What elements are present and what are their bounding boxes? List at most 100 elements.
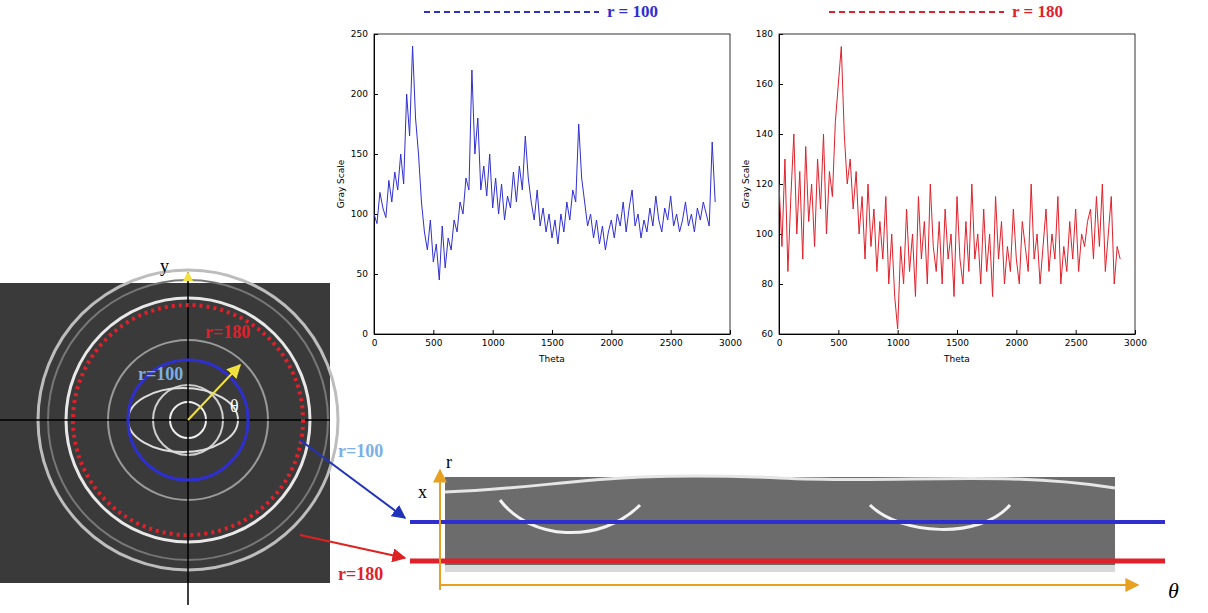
tick: 3000 <box>1124 330 1147 348</box>
tick-label: 80 <box>762 279 774 289</box>
tick-label: 150 <box>351 149 368 159</box>
tick: 1000 <box>887 330 910 348</box>
x-axis: 050010001500200025003000 <box>372 330 743 348</box>
legend-swatch <box>829 11 1004 13</box>
tick: 2500 <box>660 330 683 348</box>
tick-label: 180 <box>756 29 773 39</box>
y-axis-title: Gray Scale <box>336 159 346 208</box>
theta-label: θ <box>230 396 239 416</box>
tick-mark <box>552 330 553 334</box>
tick-mark <box>374 334 378 335</box>
axis-y <box>187 272 189 605</box>
tick-mark <box>374 34 378 35</box>
arrow-r180 <box>300 535 405 558</box>
tick-label: 3000 <box>1124 338 1147 348</box>
axis-x <box>0 419 330 421</box>
tick-label: 60 <box>762 329 774 339</box>
tick-label: 100 <box>351 209 368 219</box>
tick-label: 500 <box>830 338 847 348</box>
axis-line <box>375 334 731 335</box>
tick-mark <box>374 154 378 155</box>
tick: 120 <box>756 179 783 189</box>
tick-mark <box>779 334 783 335</box>
tick-mark <box>779 84 783 85</box>
figure: yθr=180r=100r=100r=180xrθ050010001500200… <box>0 0 1208 613</box>
axis-theta <box>440 584 1138 586</box>
tick-mark <box>433 330 434 334</box>
axis-label-x: x <box>418 482 427 502</box>
tick: 500 <box>830 330 847 348</box>
tick-mark <box>730 330 731 334</box>
label-r180: r=180 <box>205 322 250 342</box>
legend-label: r = 180 <box>1012 2 1063 21</box>
tick-mark <box>779 134 783 135</box>
series-line <box>374 46 715 280</box>
marks <box>374 46 715 280</box>
tick: 80 <box>762 279 783 289</box>
tick: 1500 <box>946 330 969 348</box>
tick-mark <box>671 330 672 334</box>
y-axis: 0 50 100 150 200 250 <box>351 29 378 339</box>
tick-label: 200 <box>351 89 368 99</box>
tick-mark <box>1076 330 1077 334</box>
tick-mark <box>838 330 839 334</box>
axis-label-theta: θ <box>1168 578 1179 603</box>
tick-label: 2000 <box>600 338 623 348</box>
tick: 2000 <box>600 330 623 348</box>
tick-label: 2000 <box>1005 338 1028 348</box>
tick: 160 <box>756 79 783 89</box>
tick-label: 500 <box>425 338 442 348</box>
tick: 0 <box>362 329 378 339</box>
plot-frame <box>779 34 1135 334</box>
legend-label: r = 100 <box>607 2 658 21</box>
arrow-r100 <box>300 440 405 518</box>
tick-mark <box>374 94 378 95</box>
x-axis: 0 500 1000 1500 2000 2500 3000 <box>777 330 1148 348</box>
y-axis-title: Gray Scale <box>741 159 751 208</box>
tick: 100 <box>756 229 783 239</box>
tick-label: 0 <box>372 338 378 348</box>
tick-label: 250 <box>351 29 368 39</box>
tick: 2500 <box>1065 330 1088 348</box>
tick-label: 0 <box>777 338 783 348</box>
circle-r100 <box>128 360 248 480</box>
tick: 2000 <box>1005 330 1028 348</box>
x-axis-title: Theta <box>538 354 565 364</box>
axis-label-y: y <box>160 256 169 276</box>
label-r100: r=100 <box>138 364 183 384</box>
tick-mark <box>611 330 612 334</box>
tick-label: 1000 <box>482 338 505 348</box>
tick: 150 <box>351 149 378 159</box>
tick-label: 0 <box>362 329 368 339</box>
tick-mark <box>493 330 494 334</box>
tick: 200 <box>351 89 378 99</box>
tick: 3000 <box>719 330 742 348</box>
tick-mark <box>779 34 783 35</box>
axis-line <box>374 35 375 335</box>
tick-label: 160 <box>756 79 773 89</box>
axis-r <box>439 470 441 590</box>
image-edge <box>445 476 1115 492</box>
line-r180 <box>410 559 1165 564</box>
tick-mark <box>374 274 378 275</box>
tick-label: 2500 <box>1065 338 1088 348</box>
legend: r = 180 <box>829 2 1063 21</box>
tick: 180 <box>756 29 783 39</box>
legend-swatch <box>424 11 599 13</box>
tick-mark <box>1016 330 1017 334</box>
radius-arrow <box>188 365 240 420</box>
label-r180: r=180 <box>338 564 383 584</box>
unwrapped-image <box>445 477 1115 572</box>
tick-mark <box>957 330 958 334</box>
tick-mark <box>898 330 899 334</box>
tick: 100 <box>351 209 378 219</box>
axis-label-r: r <box>446 452 452 472</box>
tick-label: 100 <box>756 229 773 239</box>
tick-mark <box>779 284 783 285</box>
tick-label: 50 <box>357 269 369 279</box>
tick-label: 2500 <box>660 338 683 348</box>
image-edge <box>500 500 1010 533</box>
tick: 250 <box>351 29 378 39</box>
chart: 050010001500200025003000050100150200250r… <box>336 2 742 364</box>
line-r100 <box>410 520 1165 524</box>
